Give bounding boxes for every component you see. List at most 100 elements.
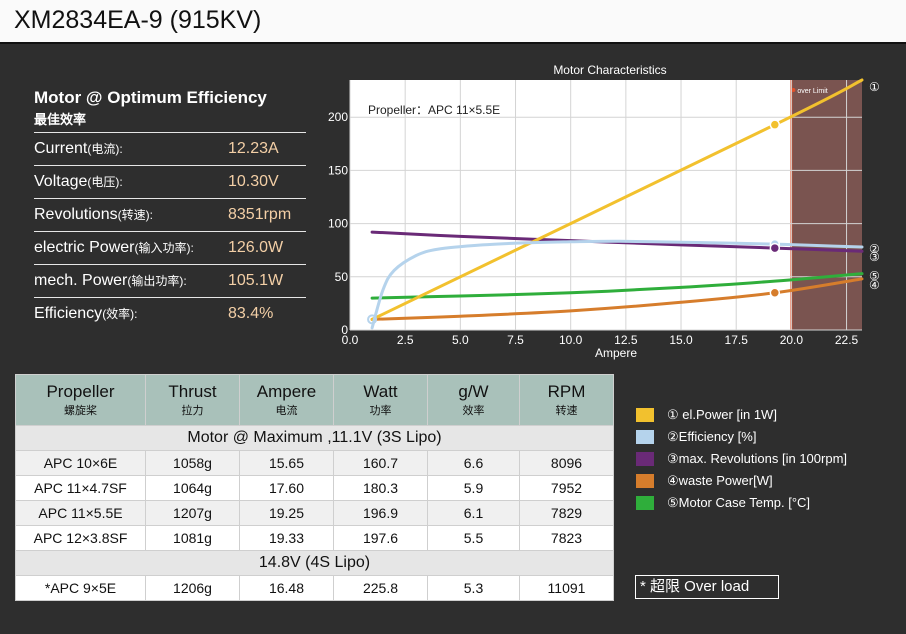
spec-row-current: Current(电流): 12.23A — [34, 132, 306, 165]
legend-label: Motor Case Temp. [°C] — [678, 495, 811, 510]
spec-row-voltage: Voltage(电压): 10.30V — [34, 165, 306, 198]
spec-value: 8351rpm — [228, 206, 292, 223]
cell-rpm: 11091 — [519, 575, 614, 601]
series-end-label-2: ② — [869, 242, 880, 256]
spec-label-en: Revolutions — [34, 206, 118, 223]
legend-text: ②Efficiency [%] — [667, 429, 756, 445]
y-tick-label: 200 — [328, 110, 348, 124]
y-tick-label: 150 — [328, 163, 348, 177]
header-en: Watt — [363, 382, 398, 401]
overload-note: * 超限 Over load — [635, 575, 779, 599]
series-marker-1 — [769, 119, 781, 130]
optimum-efficiency-panel: Motor @ Optimum Efficiency 最佳效率 Current(… — [34, 86, 306, 330]
section-row-4s: 14.8V (4S Lipo) — [15, 550, 614, 576]
cell-watt: 180.3 — [333, 475, 428, 501]
header-cn: 电流 — [275, 405, 298, 417]
spec-label: Efficiency(效率): — [34, 305, 138, 323]
legend-swatch — [636, 496, 654, 510]
cell-propeller: APC 12×3.8SF — [15, 525, 146, 551]
table-row: APC 11×5.5E 1207g 19.25 196.9 6.1 7829 — [15, 500, 614, 526]
propeller-table: Propeller 螺旋桨 Thrust 拉力 Ampere 电流 Watt 功率 g/… — [15, 374, 614, 601]
legend-label: max. Revolutions [in 100rpm] — [678, 451, 848, 466]
series-end-label-3: ③ — [869, 250, 880, 264]
x-tick-label: 17.5 — [725, 333, 749, 347]
x-tick-label: 5.0 — [452, 333, 469, 347]
section-label: 14.8V (4S Lipo) — [15, 550, 614, 576]
spec-row-electric-power: electric Power(输入功率): 126.0W — [34, 231, 306, 264]
legend-text: ④waste Power[W] — [667, 473, 773, 489]
section-row-3s: Motor @ Maximum ,11.1V (3S Lipo) — [15, 425, 614, 451]
col-ampere: Ampere 电流 — [239, 374, 334, 426]
cell-thrust: 1081g — [145, 525, 240, 551]
series-line-1 — [370, 78, 864, 321]
spec-label-cn: (输入功率): — [134, 241, 194, 255]
table-header-row: Propeller 螺旋桨 Thrust 拉力 Ampere 电流 Watt 功率 g/… — [15, 374, 614, 426]
spec-row-efficiency: Efficiency(效率): 83.4% — [34, 297, 306, 330]
cell-gw: 6.6 — [427, 450, 520, 476]
series-marker-4 — [769, 287, 781, 299]
legend-label: Efficiency [%] — [678, 429, 757, 444]
series-end-label-4: ④ — [869, 278, 880, 292]
cell-ampere: 17.60 — [239, 475, 334, 501]
spec-label-en: Efficiency — [34, 305, 103, 322]
cell-propeller: APC 11×4.7SF — [15, 475, 146, 501]
header-rule — [0, 42, 906, 44]
cell-thrust: 1064g — [145, 475, 240, 501]
spec-label-en: Voltage — [34, 173, 88, 190]
cell-thrust: 1058g — [145, 450, 240, 476]
col-g-per-w: g/W 效率 — [427, 374, 520, 426]
chart-annotation: Propeller：APC 11×5.5E — [368, 103, 500, 117]
legend-number: ① — [667, 407, 679, 422]
spec-label-en: mech. Power — [34, 272, 128, 289]
over-limit-dot — [791, 88, 796, 92]
legend-swatch — [636, 452, 654, 466]
series-line-5 — [370, 272, 864, 300]
y-tick-label: 0 — [341, 323, 348, 337]
col-watt: Watt 功率 — [333, 374, 428, 426]
table-row: APC 12×3.8SF 1081g 19.33 197.6 5.5 7823 — [15, 525, 614, 551]
cell-ampere: 19.33 — [239, 525, 334, 551]
cell-thrust: 1206g — [145, 575, 240, 601]
cell-propeller: APC 10×6E — [15, 450, 146, 476]
legend-number: ② — [667, 429, 679, 444]
cell-gw: 6.1 — [427, 500, 520, 526]
cell-thrust: 1207g — [145, 500, 240, 526]
legend-text: ③max. Revolutions [in 100rpm] — [667, 451, 847, 467]
spec-value: 83.4% — [228, 305, 274, 322]
legend-text: ⑤Motor Case Temp. [°C] — [667, 495, 810, 511]
header-en: Thrust — [168, 382, 217, 401]
cell-propeller: APC 11×5.5E — [15, 500, 146, 526]
header-cn: 螺旋桨 — [64, 405, 97, 417]
spec-label-cn: (效率): — [102, 307, 138, 321]
col-propeller: Propeller 螺旋桨 — [15, 374, 146, 426]
cell-ampere: 19.25 — [239, 500, 334, 526]
series-start-marker — [367, 314, 378, 325]
spec-label-cn: (转速): — [117, 208, 153, 222]
header-en: RPM — [547, 382, 586, 401]
spec-label: Revolutions(转速): — [34, 206, 153, 224]
cell-ampere: 16.48 — [239, 575, 334, 601]
spec-label-cn: (电压): — [87, 175, 123, 189]
x-axis-label: Ampere — [595, 346, 637, 360]
cell-rpm: 7829 — [519, 500, 614, 526]
over-limit-label: over Limit — [797, 88, 827, 95]
col-thrust: Thrust 拉力 — [145, 374, 240, 426]
header-cn: 效率 — [462, 405, 485, 417]
x-tick-label: 7.5 — [507, 333, 524, 347]
cell-propeller: *APC 9×5E — [15, 575, 146, 601]
table-row: APC 10×6E 1058g 15.65 160.7 6.6 8096 — [15, 450, 614, 476]
spec-row-revolutions: Revolutions(转速): 8351rpm — [34, 198, 306, 231]
page-title: XM2834EA-9 (915KV) — [14, 6, 262, 34]
cell-gw: 5.9 — [427, 475, 520, 501]
legend-label: waste Power[W] — [678, 473, 773, 488]
header-bar: XM2834EA-9 (915KV) — [0, 0, 906, 44]
table-row: APC 11×4.7SF 1064g 17.60 180.3 5.9 7952 — [15, 475, 614, 501]
panel-title: Motor @ Optimum Efficiency — [34, 88, 267, 107]
header-cn: 功率 — [369, 405, 392, 417]
cell-watt: 160.7 — [333, 450, 428, 476]
cell-gw: 5.3 — [427, 575, 520, 601]
spec-label: Current(电流): — [34, 140, 123, 158]
spec-value: 12.23A — [228, 140, 279, 157]
spec-label-en: Current — [34, 140, 88, 157]
spec-value: 10.30V — [228, 173, 279, 190]
